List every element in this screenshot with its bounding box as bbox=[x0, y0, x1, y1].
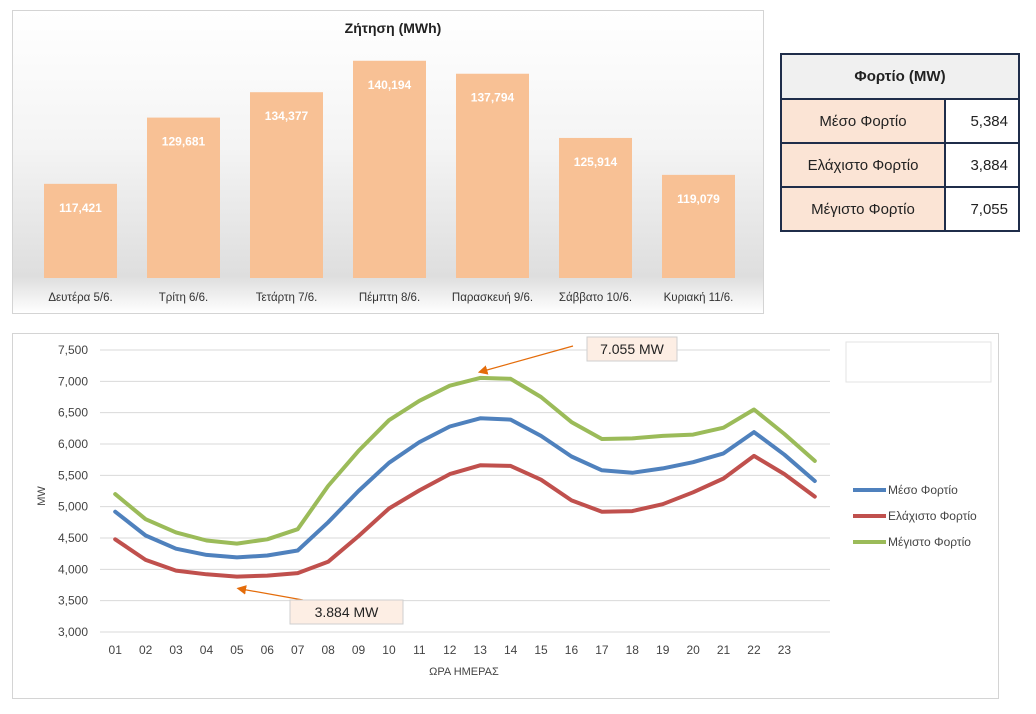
y-tick-label: 3,000 bbox=[58, 625, 88, 639]
annotation-arrow bbox=[236, 585, 304, 601]
bar-category-label: Τρίτη 6/6. bbox=[159, 292, 208, 304]
load-row-label: Ελάχιστο Φορτίο bbox=[780, 142, 946, 188]
x-tick-label: 23 bbox=[778, 643, 792, 657]
x-tick-label: 02 bbox=[139, 643, 153, 657]
y-tick-label: 7,500 bbox=[58, 343, 88, 357]
y-axis-label: MW bbox=[36, 486, 48, 506]
x-tick-label: 05 bbox=[230, 643, 244, 657]
y-tick-label: 6,500 bbox=[58, 406, 88, 420]
table-row: Ελάχιστο Φορτίο 3,884 bbox=[780, 142, 1020, 188]
bar-category-label: Παρασκευή 9/6. bbox=[452, 292, 533, 304]
bar-value-label: 137,794 bbox=[471, 91, 515, 105]
annotation-arrow bbox=[477, 345, 574, 375]
demand-bar bbox=[662, 174, 735, 278]
y-tick-label: 6,000 bbox=[58, 437, 88, 451]
legend-label: Μέσο Φορτίο bbox=[888, 483, 958, 497]
x-tick-label: 10 bbox=[382, 643, 396, 657]
load-row-value: 3,884 bbox=[944, 142, 1020, 188]
x-tick-label: 07 bbox=[291, 643, 305, 657]
annotation-box bbox=[586, 336, 678, 362]
hourly-load-line-chart-panel: 3,000 3,500 4,000 4,500 5,000 5,500 6,000 6,500… bbox=[12, 333, 999, 699]
demand-bar bbox=[353, 60, 426, 278]
x-tick-label: 13 bbox=[474, 643, 488, 657]
demand-bar bbox=[147, 117, 220, 278]
bar-value-label: 117,421 bbox=[59, 201, 102, 215]
x-axis-label: ΩΡΑ ΗΜΕΡΑΣ bbox=[429, 666, 499, 678]
x-tick-label: 19 bbox=[656, 643, 670, 657]
demand-bar bbox=[559, 137, 632, 278]
bar-category-label: Σάββατο 10/6. bbox=[559, 292, 632, 304]
bar-chart-title: Ζήτηση (MWh) bbox=[345, 20, 442, 36]
x-tick-label: 06 bbox=[261, 643, 275, 657]
load-row-label: Μέσο Φορτίο bbox=[780, 98, 946, 144]
series-line bbox=[113, 375, 817, 546]
legend-label: Μέγιστο Φορτίο bbox=[888, 535, 971, 549]
y-tick-label: 4,500 bbox=[58, 531, 88, 545]
series-line bbox=[113, 416, 817, 560]
x-tick-label: 21 bbox=[717, 643, 731, 657]
x-tick-label: 09 bbox=[352, 643, 366, 657]
bar-value-label: 129,681 bbox=[162, 135, 206, 149]
table-row: Μέγιστο Φορτίο 7,055 bbox=[780, 186, 1020, 232]
x-tick-label: 03 bbox=[169, 643, 183, 657]
demand-bar-chart: Ζήτηση (MWh) 117,421 Δευτέρα 5/6. 129,681 Τ… bbox=[44, 20, 735, 304]
x-tick-label: 04 bbox=[200, 643, 214, 657]
annotation-box bbox=[289, 599, 404, 625]
table-row: Μέσο Φορτίο 5,384 bbox=[780, 98, 1020, 144]
hourly-load-line-chart: 3,000 3,500 4,000 4,500 5,000 5,500 6,000 6,500… bbox=[36, 336, 992, 678]
demand-bar-chart-panel: Ζήτηση (MWh) 117,421 Δευτέρα 5/6. 129,681 Τ… bbox=[12, 10, 764, 314]
x-tick-label: 14 bbox=[504, 643, 518, 657]
y-tick-label: 4,000 bbox=[58, 562, 88, 576]
annotation-label: 7.055 MW bbox=[600, 341, 665, 357]
bar-category-label: Πέμπτη 8/6. bbox=[359, 292, 420, 304]
load-row-value: 5,384 bbox=[944, 98, 1020, 144]
annotation-label: 3.884 MW bbox=[315, 604, 380, 620]
bar-category-label: Κυριακή 11/6. bbox=[664, 292, 734, 304]
x-tick-label: 17 bbox=[595, 643, 609, 657]
series-line bbox=[113, 453, 817, 579]
y-tick-label: 5,500 bbox=[58, 468, 88, 482]
x-tick-label: 08 bbox=[321, 643, 335, 657]
bar-value-label: 125,914 bbox=[574, 155, 618, 169]
x-tick-label: 15 bbox=[534, 643, 548, 657]
x-tick-label: 18 bbox=[626, 643, 640, 657]
bar-value-label: 140,194 bbox=[368, 78, 412, 92]
y-tick-label: 3,500 bbox=[58, 594, 88, 608]
demand-bar bbox=[250, 92, 323, 278]
x-tick-label: 22 bbox=[747, 643, 761, 657]
x-tick-label: 12 bbox=[443, 643, 457, 657]
y-tick-label: 5,000 bbox=[58, 500, 88, 514]
load-row-value: 7,055 bbox=[944, 186, 1020, 232]
bar-category-label: Τετάρτη 7/6. bbox=[256, 292, 318, 304]
y-tick-label: 7,000 bbox=[58, 374, 88, 388]
x-tick-label: 20 bbox=[686, 643, 700, 657]
load-table-header: Φορτίο (MW) bbox=[780, 53, 1020, 100]
legend-label: Ελάχιστο Φορτίο bbox=[888, 509, 977, 523]
bar-value-label: 119,079 bbox=[677, 192, 720, 206]
demand-bar bbox=[456, 73, 529, 279]
bar-value-label: 134,377 bbox=[265, 109, 309, 123]
bar-category-label: Δευτέρα 5/6. bbox=[48, 292, 112, 304]
demand-bar bbox=[44, 183, 117, 278]
empty-legend-box bbox=[845, 341, 992, 383]
load-row-label: Μέγιστο Φορτίο bbox=[780, 186, 946, 232]
x-tick-label: 11 bbox=[413, 643, 426, 657]
x-tick-label: 01 bbox=[109, 643, 123, 657]
x-tick-label: 16 bbox=[565, 643, 579, 657]
load-summary-table: Φορτίο (MW) Μέσο Φορτίο 5,384 Ελάχιστο Φ… bbox=[780, 53, 1020, 232]
